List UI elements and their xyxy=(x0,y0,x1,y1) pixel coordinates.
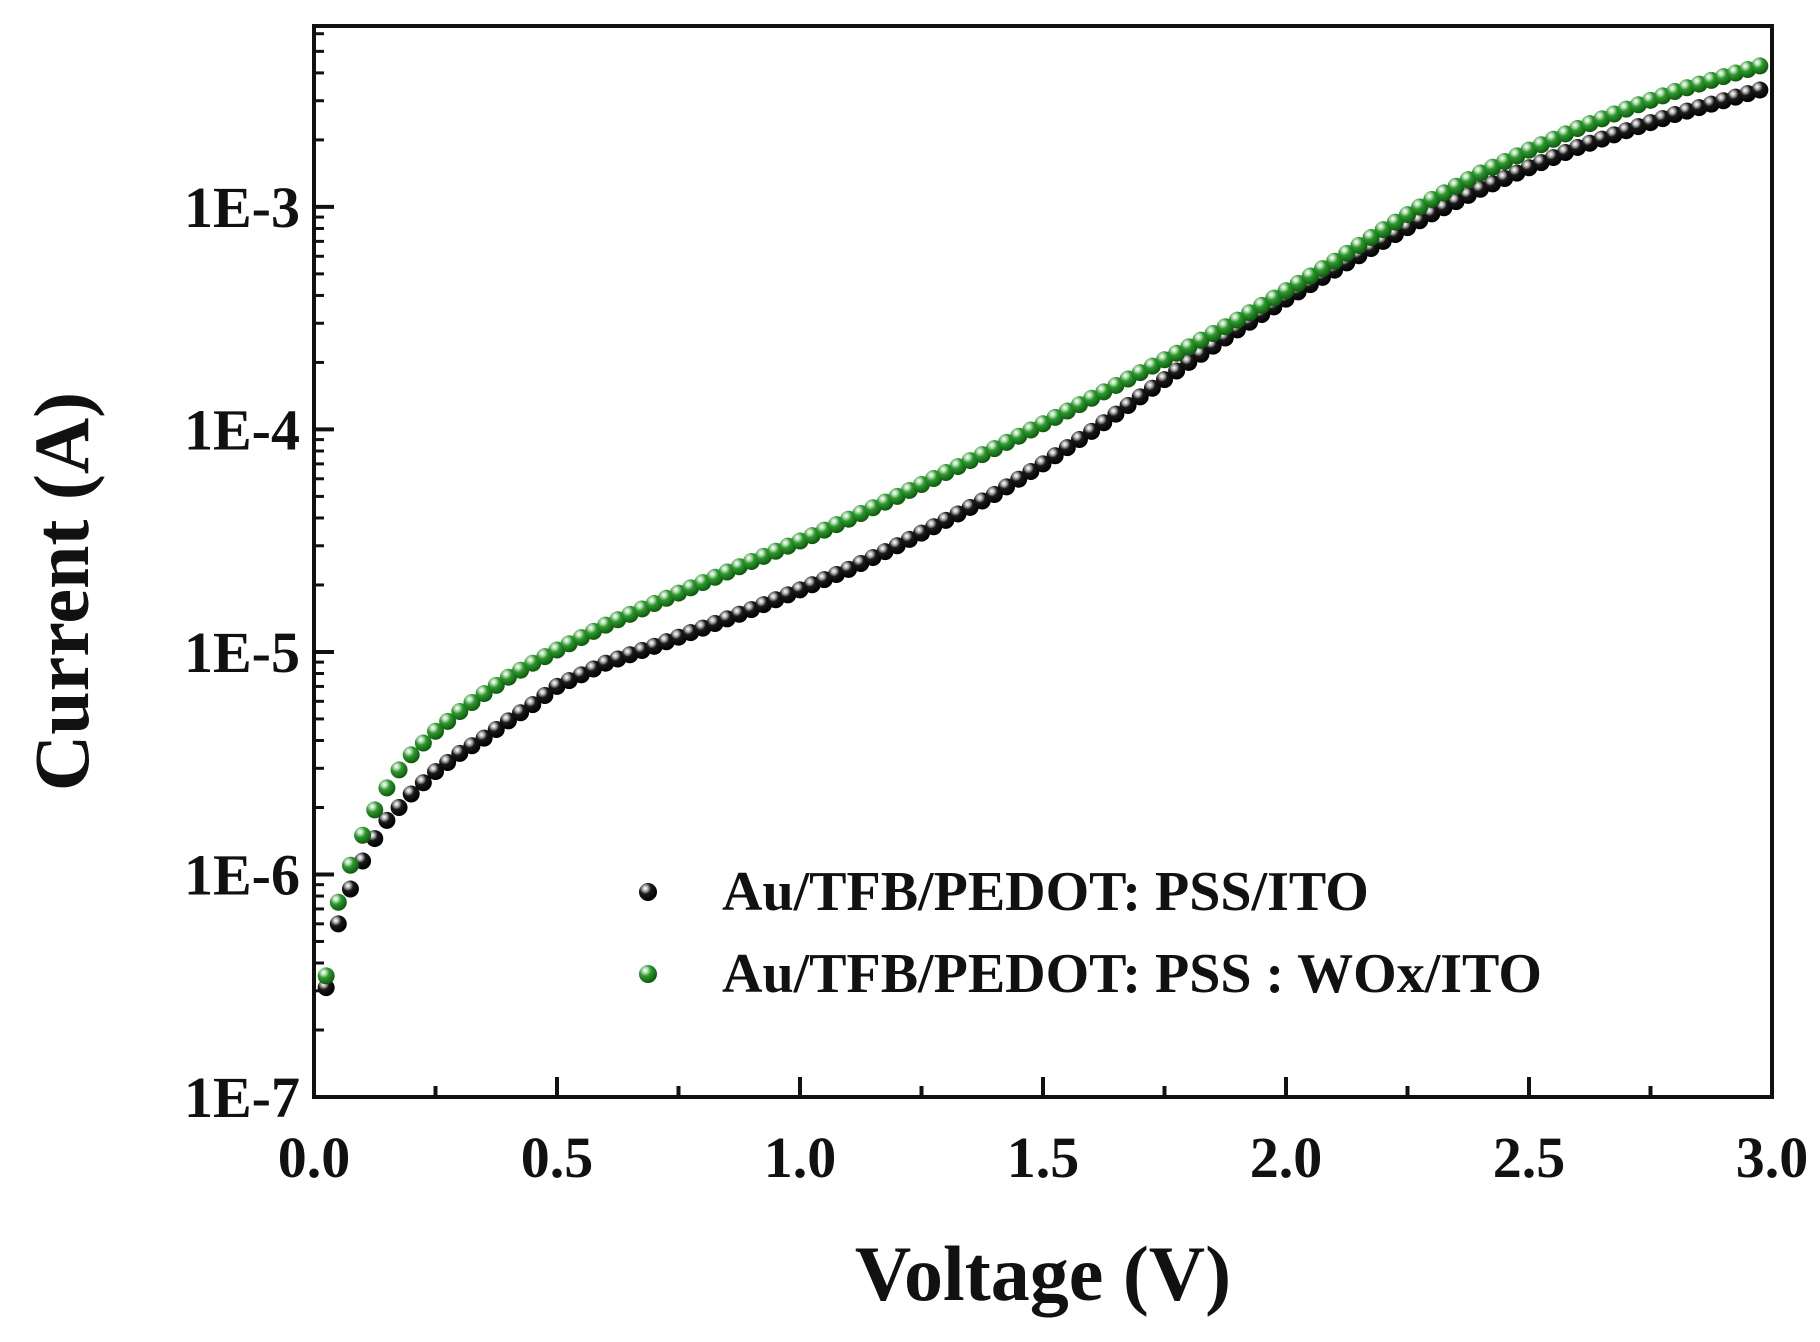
x-tick-label: 1.5 xyxy=(1007,1125,1080,1190)
data-point xyxy=(512,704,530,722)
x-axis-title: Voltage (V) xyxy=(855,1230,1231,1317)
data-point xyxy=(475,729,493,747)
data-point xyxy=(317,979,335,997)
data-point xyxy=(1338,244,1356,262)
data-point xyxy=(1058,439,1076,457)
data-point xyxy=(341,880,359,898)
data-point xyxy=(1386,213,1404,231)
data-point xyxy=(427,763,444,781)
data-point xyxy=(451,702,469,720)
y-tick-label: 1E-4 xyxy=(184,397,300,462)
data-point xyxy=(402,746,420,764)
data-point xyxy=(475,685,493,703)
x-tick-label: 1.0 xyxy=(764,1125,837,1190)
data-point xyxy=(1095,414,1113,432)
data-point xyxy=(414,774,432,792)
legend: Au/TFB/PEDOT: PSS/ITO Au/TFB/PEDOT: PSS :… xyxy=(639,861,1542,1005)
data-point xyxy=(439,753,457,771)
data-point xyxy=(1751,81,1769,99)
data-point xyxy=(463,694,481,712)
data-point xyxy=(487,676,505,694)
data-series xyxy=(317,57,1769,997)
data-point xyxy=(341,856,359,874)
data-point xyxy=(1010,470,1028,488)
x-axis: 0.0 0.5 1.0 1.5 2.0 2.5 3.0 xyxy=(278,1077,1809,1190)
data-point xyxy=(536,687,554,705)
x-tick-label: 0.0 xyxy=(278,1125,351,1190)
data-point xyxy=(1751,57,1769,75)
data-point xyxy=(378,811,396,829)
data-point xyxy=(463,737,481,755)
data-point xyxy=(1143,379,1161,397)
data-point xyxy=(378,779,396,797)
y-tick-label: 1E-7 xyxy=(184,1065,300,1130)
data-point xyxy=(1399,206,1416,224)
data-point xyxy=(1374,221,1392,239)
x-tick-label: 0.5 xyxy=(521,1125,594,1190)
data-point xyxy=(499,712,517,730)
data-point xyxy=(317,967,335,985)
data-point xyxy=(1070,431,1088,449)
data-point xyxy=(402,785,420,803)
data-point xyxy=(390,798,408,816)
data-point xyxy=(414,734,432,752)
data-point xyxy=(439,712,457,730)
plot-frame xyxy=(312,24,1774,1099)
data-point xyxy=(1034,455,1052,473)
data-point xyxy=(1192,345,1210,363)
series-pedot-pss-wox-ito xyxy=(317,57,1769,985)
data-point xyxy=(329,893,347,911)
data-point xyxy=(1180,353,1198,371)
data-point xyxy=(985,485,1003,503)
data-point xyxy=(354,826,372,844)
series-pedot-pss-ito xyxy=(317,81,1769,997)
data-point xyxy=(524,696,542,714)
data-point xyxy=(329,915,347,933)
y-axis: 1E-7 1E-6 1E-5 1E-4 1E-3 xyxy=(184,32,334,1130)
data-point xyxy=(1168,362,1186,380)
data-point xyxy=(451,744,469,762)
plot-area xyxy=(312,24,1774,1099)
data-point xyxy=(366,801,384,819)
y-axis-title: Current (A) xyxy=(18,392,105,791)
y-tick-label: 1E-3 xyxy=(184,175,300,240)
data-point xyxy=(1350,236,1368,254)
y-tick-label: 1E-6 xyxy=(184,842,300,907)
data-point xyxy=(427,722,444,740)
data-point xyxy=(1326,252,1344,270)
data-point xyxy=(1156,371,1173,389)
data-point xyxy=(1362,229,1380,247)
legend-marker xyxy=(639,965,657,983)
legend-marker xyxy=(639,883,657,901)
data-point xyxy=(998,478,1016,496)
x-tick-label: 2.5 xyxy=(1493,1125,1566,1190)
legend-label: Au/TFB/PEDOT: PSS : WOx/ITO xyxy=(722,943,1542,1005)
x-tick-label: 2.0 xyxy=(1250,1125,1323,1190)
legend-label: Au/TFB/PEDOT: PSS/ITO xyxy=(722,861,1369,923)
data-point xyxy=(1119,397,1137,415)
data-point xyxy=(390,761,408,779)
data-point xyxy=(1046,447,1064,465)
data-point xyxy=(1411,198,1429,216)
data-point xyxy=(1107,405,1125,423)
x-tick-label: 3.0 xyxy=(1736,1125,1809,1190)
y-tick-label: 1E-5 xyxy=(184,620,300,685)
data-point xyxy=(1083,422,1101,440)
data-point xyxy=(487,721,505,738)
data-point xyxy=(1131,388,1149,406)
data-point xyxy=(1022,463,1040,481)
